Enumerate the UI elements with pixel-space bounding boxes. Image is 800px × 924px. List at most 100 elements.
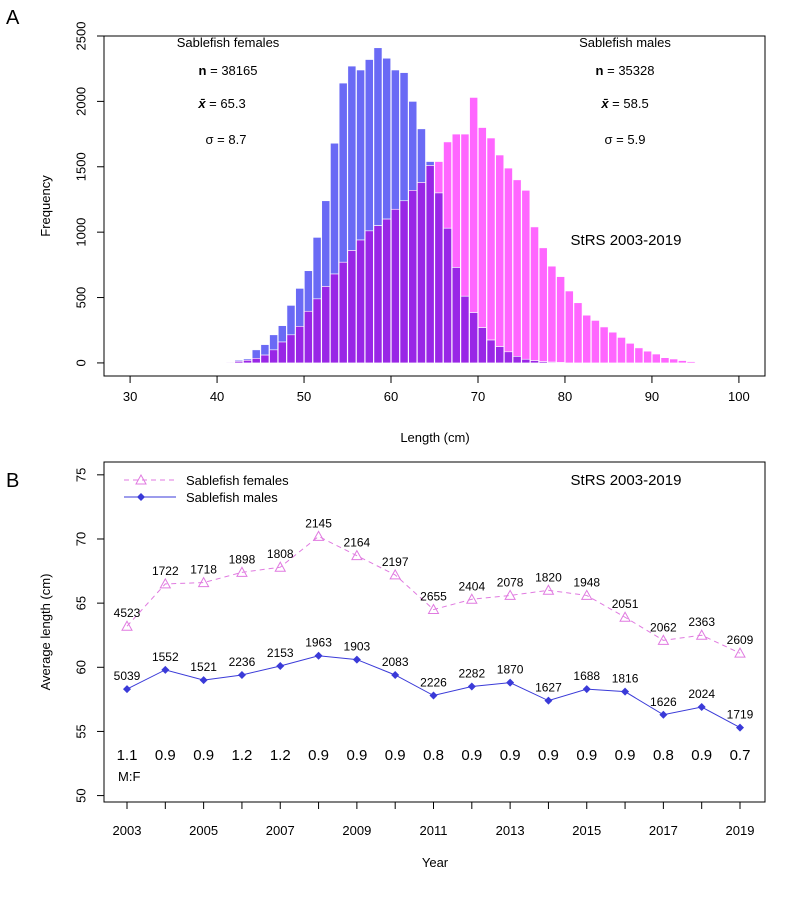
overlap-bar [382, 218, 392, 364]
female-bar [469, 97, 478, 313]
female-point [734, 647, 746, 658]
overlap-bar [530, 360, 539, 364]
overlap-bar [408, 190, 418, 364]
overlap-bar [330, 273, 339, 364]
female-sample-size-label: 2062 [650, 620, 677, 634]
x-axis-label: Length (cm) [400, 430, 469, 445]
x-tick-label: 40 [210, 389, 224, 404]
overlap-bar [399, 200, 409, 364]
female-point [465, 593, 478, 604]
male-sample-size-label: 1552 [152, 650, 179, 664]
male-sd: σ = 5.9 [605, 132, 646, 147]
female-stats: Sablefish females n = 38165 x̄ = 65.3 σ … [177, 35, 280, 147]
sex-ratio-value: 0.9 [500, 747, 521, 764]
female-bar [434, 161, 444, 194]
male-point [391, 670, 400, 679]
overlap-bar [356, 239, 365, 364]
female-bar [460, 133, 470, 297]
female-point [351, 549, 363, 561]
male-point [621, 687, 630, 696]
overlap-bar [434, 192, 444, 364]
overlap-bar [477, 327, 487, 364]
female-sample-size-label: 2655 [420, 590, 447, 604]
male-bar [304, 270, 313, 312]
female-sample-size-label: 1722 [152, 564, 179, 578]
male-point [429, 691, 438, 700]
male-sample-size-label: 1626 [650, 695, 677, 709]
overlap-bar [486, 339, 496, 364]
female-bar [651, 353, 661, 364]
female-bar [564, 290, 574, 364]
legend: Sablefish females Sablefish males [124, 473, 289, 505]
overlap-bar [364, 230, 374, 364]
x-tick-label: 2007 [266, 823, 295, 838]
female-bar [573, 302, 583, 364]
overlap-bar [443, 227, 452, 364]
male-bar [260, 344, 270, 356]
survey-annotation: StRS 2003-2019 [571, 232, 682, 249]
male-sample-size-label: 1963 [305, 636, 332, 650]
female-sample-size-label: 1718 [190, 563, 217, 577]
sex-ratio-value: 0.9 [615, 747, 636, 764]
overlap-bar [304, 310, 313, 364]
male-bar [399, 72, 409, 202]
female-point [312, 530, 325, 541]
male-sample-size-label: 1870 [497, 663, 524, 677]
legend-male-diamond [137, 493, 145, 501]
female-sample-size-label: 2609 [727, 633, 754, 647]
female-sample-size-label: 2145 [305, 516, 332, 530]
female-bar [477, 127, 487, 328]
y-tick-label: 55 [73, 724, 88, 738]
sex-ratio-value: 0.8 [423, 747, 444, 764]
male-bar [321, 200, 331, 287]
overlap-bar [417, 182, 426, 364]
line-axes: 2003 2005 2007 2009 2011 2013 2015 2017 2019 50 55… [73, 468, 754, 838]
female-sample-size-label: 1820 [535, 570, 562, 584]
female-bar [547, 265, 557, 363]
male-sample-size-label: 1688 [573, 669, 600, 683]
overlap-bar [321, 286, 331, 364]
female-bar [504, 167, 513, 353]
male-point [659, 710, 668, 719]
x-tick-label: 2015 [572, 823, 601, 838]
female-bar [660, 357, 670, 364]
male-sample-size-label: 2236 [229, 655, 256, 669]
overlap-bar [347, 250, 357, 364]
x-tick-label: 2003 [113, 823, 142, 838]
male-sample-size-label: 2024 [688, 687, 715, 701]
male-bar [391, 69, 400, 210]
male-sample-size-label: 1903 [344, 640, 371, 654]
x-tick-label: 2009 [342, 823, 371, 838]
x-tick-label: 2011 [420, 823, 448, 838]
y-tick-label: 70 [73, 532, 88, 546]
x-tick-label: 80 [558, 389, 572, 404]
female-point [695, 629, 708, 640]
sex-ratio-value: 0.9 [193, 747, 214, 764]
female-point [121, 620, 133, 631]
female-n: n = 38165 [199, 63, 258, 78]
y-tick-label: 2500 [73, 22, 88, 51]
male-point [467, 682, 476, 691]
overlap-bar [286, 334, 296, 364]
male-sample-size-label: 2153 [267, 646, 294, 660]
overlap-bar [451, 267, 461, 364]
female-sample-size-label: 2078 [497, 575, 524, 589]
female-bar [486, 137, 496, 341]
x-tick-label: 2017 [649, 823, 678, 838]
male-bar [338, 82, 348, 263]
male-bar [425, 161, 435, 166]
y-tick-label: 60 [73, 660, 88, 674]
female-point [427, 603, 440, 615]
line-series: 4523 1722 1718 1898 1808 2145 2164 2197 2655 2404… [114, 516, 754, 732]
x-tick-label: 50 [297, 389, 311, 404]
female-bar [538, 247, 548, 362]
x-tick-label: 90 [645, 389, 659, 404]
male-sample-size-label: 5039 [114, 669, 141, 683]
male-bar [347, 65, 357, 251]
female-bar [591, 320, 600, 364]
female-bar [634, 347, 644, 364]
ratio-label: M:F [118, 769, 140, 784]
sex-ratio-value: 0.9 [385, 747, 406, 764]
panel-label-b: B [6, 470, 19, 492]
